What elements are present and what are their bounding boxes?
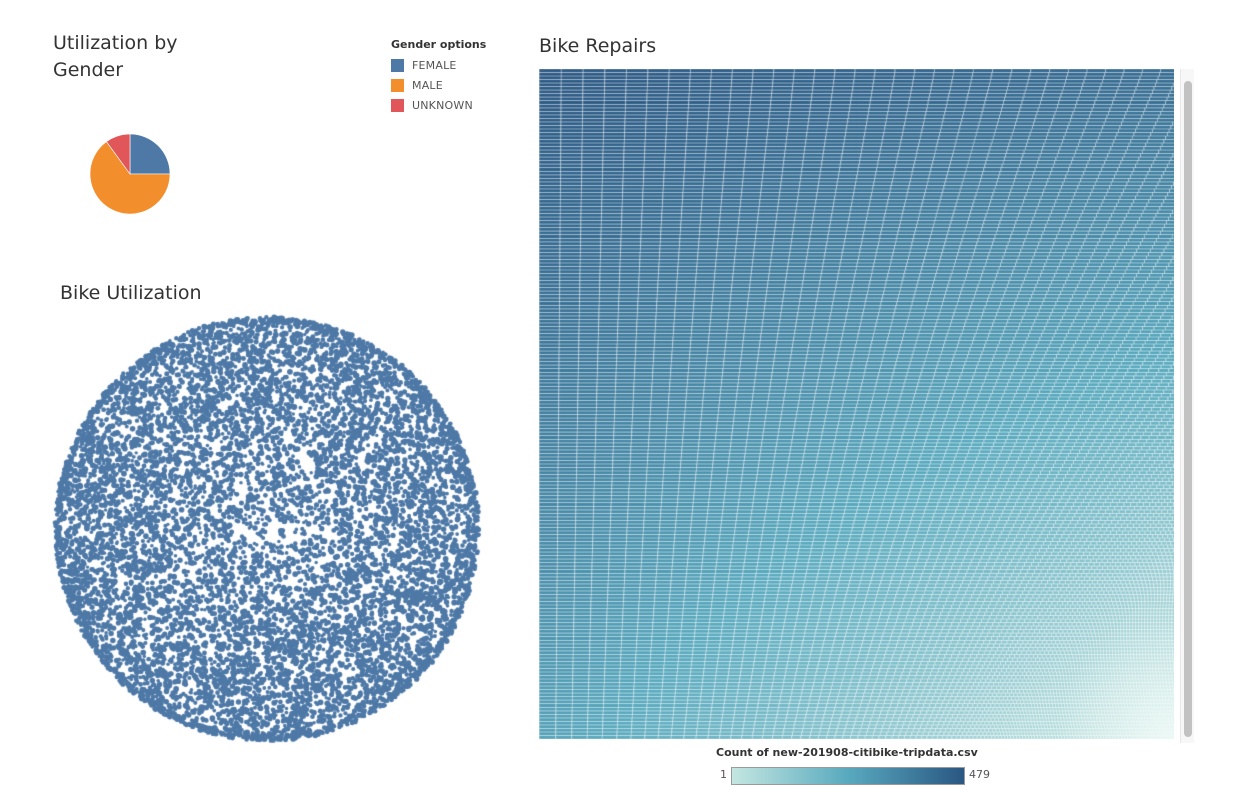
legend-label-unknown: UNKNOWN (412, 98, 473, 112)
gender-chart-title: Utilization by Gender (53, 32, 178, 81)
color-legend-title: Count of new-201908-citibike-tripdata.cs… (716, 746, 978, 759)
pie-slice-male[interactable] (89, 141, 171, 215)
legend-label-male: MALE (412, 78, 443, 92)
legend-item-female[interactable]: FEMALE (391, 55, 486, 75)
legend-item-male[interactable]: MALE (391, 75, 486, 95)
treemap-scrollbar[interactable] (1180, 69, 1194, 743)
color-legend-min-label: 1 (720, 768, 727, 781)
pie-slice-female[interactable] (129, 133, 171, 175)
legend-label-female: FEMALE (412, 58, 457, 72)
gender-legend[interactable]: Gender options FEMALE MALE UNKNOWN (391, 38, 486, 115)
pie-slice-unknown[interactable] (106, 133, 131, 175)
color-legend-ramp (731, 767, 965, 785)
bike-repairs-title: Bike Repairs (539, 35, 657, 57)
male-swatch (391, 78, 404, 92)
scrollbar-thumb[interactable] (1184, 81, 1192, 737)
bike-utilization-title: Bike Utilization (60, 282, 202, 304)
unknown-swatch (391, 98, 404, 112)
color-legend-max-label: 479 (969, 768, 990, 781)
gender-pie-chart[interactable] (80, 126, 180, 226)
bike-utilization-bubble-chart[interactable] (52, 313, 492, 753)
legend-item-unknown[interactable]: UNKNOWN (391, 95, 486, 115)
female-swatch (391, 58, 404, 72)
bike-repairs-treemap[interactable] (539, 69, 1174, 739)
gender-legend-title: Gender options (391, 38, 487, 51)
